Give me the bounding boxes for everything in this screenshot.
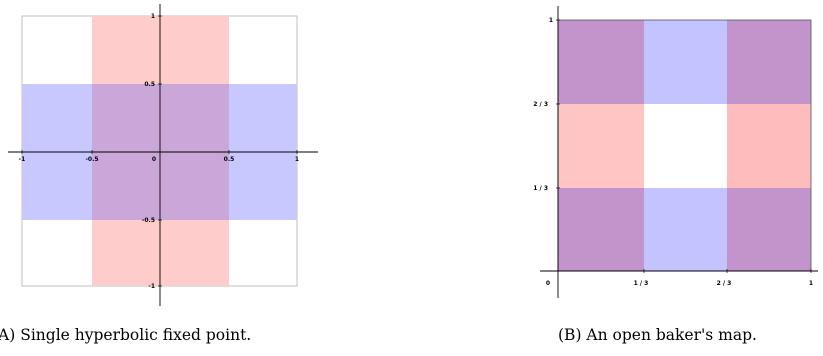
left-x-tick-label: -0.5 [85, 156, 98, 163]
left-y-tick-label: 0.5 [144, 81, 155, 88]
left-panel: -1 -0.5 0 0.5 1 1 0.5 -0.5 -1 (A) Single… [0, 4, 318, 344]
right-cell-center [644, 104, 727, 188]
right-x-tick-label: 1 [809, 280, 813, 287]
left-y-tick-label: -0.5 [142, 217, 155, 224]
right-x-tick-label: 1 / 3 [634, 280, 649, 287]
right-y-tick-label: 2 / 3 [533, 101, 548, 108]
right-x-tick-label: 2 / 3 [717, 280, 732, 287]
right-panel: 0 1 / 3 2 / 3 1 1 2 / 3 1 / 3 (B) An ope… [533, 6, 818, 344]
left-y-tick-label: -1 [148, 283, 155, 290]
right-y-tick-label: 1 [549, 17, 553, 24]
left-x-tick-label: -1 [19, 156, 26, 163]
left-x-tick-label: 1 [295, 156, 299, 163]
right-y-tick-label: 1 / 3 [533, 185, 548, 192]
right-cell-middle-right [727, 104, 811, 188]
left-x-tick-label: 0.5 [224, 156, 235, 163]
right-cell-top-right [727, 20, 811, 104]
right-caption: (B) An open baker's map. [558, 326, 757, 344]
right-x-tick-label: 0 [546, 280, 550, 287]
right-cell-bottom-right [727, 188, 811, 271]
left-y-tick-label: 1 [151, 13, 155, 20]
right-cell-bottom-left [558, 188, 644, 271]
right-cell-top-middle [644, 20, 727, 104]
left-x-tick-label: 0 [152, 156, 156, 163]
right-cell-top-left [558, 20, 644, 104]
right-cell-middle-left [558, 104, 644, 188]
right-cell-bottom-middle [644, 188, 727, 271]
left-caption: (A) Single hyperbolic fixed point. [0, 326, 251, 344]
